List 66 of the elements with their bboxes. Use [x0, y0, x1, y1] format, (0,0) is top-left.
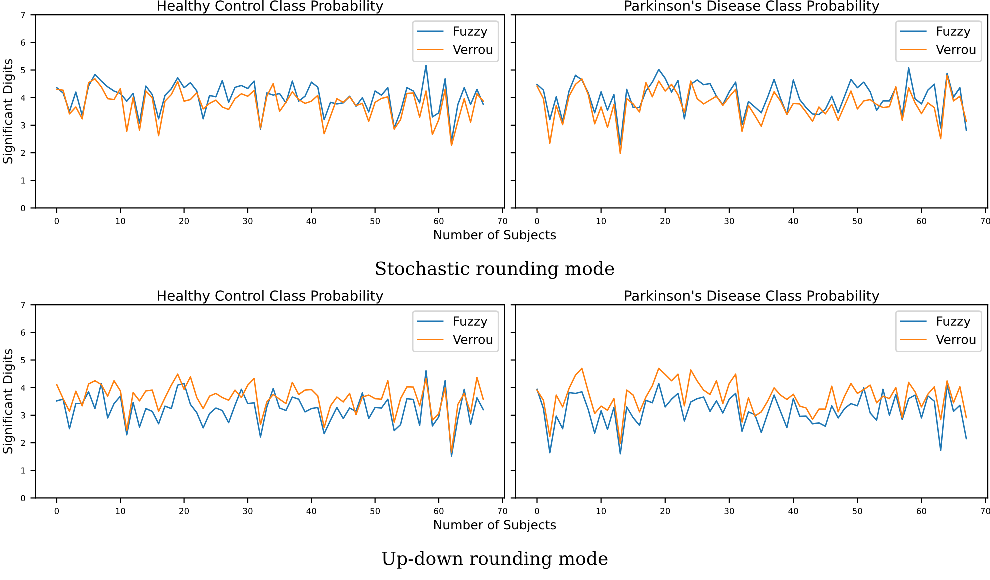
- legend-label: Fuzzy: [937, 26, 971, 38]
- x-tick-label: 10: [116, 218, 126, 224]
- x-tick-label: 20: [660, 508, 670, 514]
- x-tick-label: 50: [370, 508, 380, 514]
- x-tick-label: 10: [596, 508, 606, 514]
- legend-label: Fuzzy: [937, 316, 971, 328]
- y-tick-label: 7: [21, 302, 26, 308]
- x-tick-label: 50: [852, 218, 862, 224]
- x-tick-label: 70: [498, 508, 508, 514]
- x-tick-label: 30: [243, 218, 253, 224]
- chart-title: Healthy Control Class Probability: [158, 0, 384, 14]
- y-tick-label: 6: [21, 40, 26, 46]
- legend-label: Fuzzy: [454, 26, 488, 38]
- x-tick-label: 70: [498, 218, 508, 224]
- x-tick-label: 0: [535, 218, 540, 224]
- x-tick-label: 40: [306, 218, 316, 224]
- legend-label: Verrou: [453, 335, 493, 344]
- y-tick-label: 2: [21, 150, 26, 156]
- legend-label: Verrou: [936, 45, 976, 54]
- x-tick-label: 30: [243, 508, 253, 514]
- y-tick-label: 5: [21, 357, 26, 364]
- x-tick-label: 60: [434, 218, 444, 224]
- x-tick-label: 20: [660, 218, 670, 224]
- y-tick-label: 1: [22, 178, 26, 184]
- y-tick-label: 3: [21, 122, 26, 129]
- x-tick-label: 40: [788, 218, 798, 224]
- x-tick-label: 10: [596, 218, 606, 224]
- y-tick-label: 5: [21, 67, 26, 74]
- chart-title: Parkinson's Disease Class Probability: [625, 290, 880, 304]
- legend-label: Fuzzy: [454, 316, 488, 328]
- text: Stochastic rounding mode: [376, 261, 614, 280]
- x-axis-title: Number of Subjects: [434, 520, 556, 532]
- x-tick-label: 10: [116, 508, 126, 514]
- y-tick-label: 2: [21, 440, 26, 446]
- y-tick-label: 6: [21, 330, 26, 336]
- y-axis-title: Significant Digits: [2, 59, 16, 164]
- y-tick-label: 1: [22, 468, 26, 474]
- x-tick-label: 60: [916, 508, 926, 514]
- y-tick-label: 0: [21, 495, 26, 502]
- text: Up-down rounding mode: [382, 551, 608, 570]
- x-tick-label: 60: [916, 218, 926, 224]
- legend-label: Verrou: [936, 335, 976, 344]
- y-axis-title: Significant Digits: [2, 349, 16, 454]
- x-tick-label: 0: [54, 508, 60, 514]
- y-tick-label: 3: [21, 412, 26, 419]
- x-tick-label: 30: [724, 508, 734, 514]
- x-tick-label: 0: [535, 508, 540, 514]
- x-tick-label: 0: [54, 218, 60, 224]
- x-axis-title: Number of Subjects: [434, 230, 556, 242]
- x-tick-label: 20: [180, 218, 190, 224]
- chart-title: Parkinson's Disease Class Probability: [625, 0, 880, 14]
- x-tick-label: 20: [180, 508, 190, 514]
- y-tick-label: 4: [21, 384, 26, 392]
- x-tick-label: 60: [434, 508, 444, 514]
- y-tick-label: 7: [21, 12, 26, 18]
- chart-title: Healthy Control Class Probability: [158, 290, 384, 304]
- legend-label: Verrou: [453, 45, 493, 54]
- line-series: [56, 78, 484, 147]
- y-tick-label: 4: [21, 94, 26, 102]
- x-tick-label: 50: [852, 508, 862, 514]
- line-series: [56, 64, 484, 142]
- x-tick-label: 50: [370, 218, 380, 224]
- x-tick-label: 40: [788, 508, 798, 514]
- x-tick-label: 30: [724, 218, 734, 224]
- x-tick-label: 40: [306, 508, 316, 514]
- y-tick-label: 0: [21, 205, 26, 212]
